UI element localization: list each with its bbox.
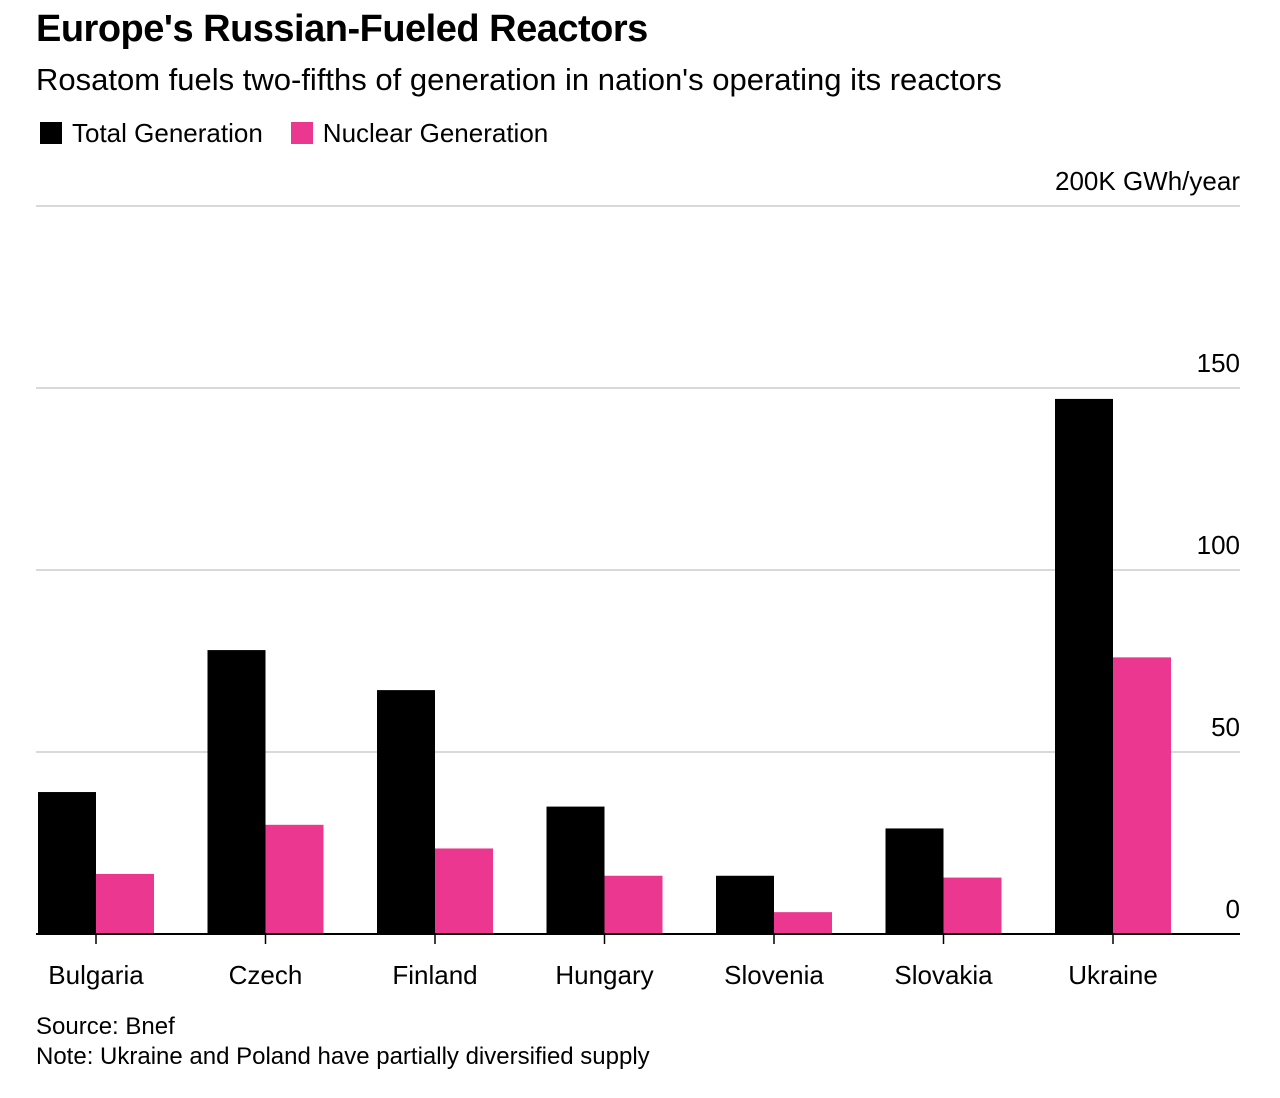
legend-swatch-total [40,122,62,144]
bar-total-bulgaria [38,792,96,934]
chart-footer: Source: Bnef Note: Ukraine and Poland ha… [36,1012,650,1072]
legend-item-nuclear: Nuclear Generation [287,118,548,149]
legend-swatch-nuclear [290,122,313,144]
bar-total-czech [207,650,266,934]
bar-nuclear-finland [435,848,493,934]
x-tick-label-slovenia: Slovenia [724,960,824,990]
x-tick-label-finland: Finland [392,960,477,990]
bar-total-slovenia [716,875,774,934]
footnote: Note: Ukraine and Poland have partially … [36,1043,650,1070]
x-tick-label-slovakia: Slovakia [894,960,993,990]
legend: Total Generation Nuclear Generation [36,116,572,150]
y-tick-label-3: 150 [1197,348,1240,378]
legend-label-total: Total Generation [72,117,263,148]
bars-layer [38,398,1171,934]
bar-total-ukraine [1055,398,1113,934]
bar-nuclear-ukraine [1113,657,1171,934]
bar-total-hungary [546,806,605,934]
x-tick-label-hungary: Hungary [555,960,653,990]
bar-nuclear-slovenia [774,912,832,934]
legend-item-total: Total Generation [36,118,263,149]
y-tick-label-0: 0 [1226,894,1240,924]
y-tick-label-4: 200K GWh/year [1055,166,1240,196]
bar-total-slovakia [885,828,944,934]
y-tick-label-2: 100 [1197,530,1240,560]
x-tick-label-czech: Czech [229,960,303,990]
bar-nuclear-czech [265,824,324,934]
bar-nuclear-bulgaria [96,873,154,934]
source-note: Source: Bnef [36,1013,175,1040]
bar-nuclear-slovakia [943,877,1002,934]
axis-layer: 0 50 100 150 200K GWh/year Bulgaria Czech Finla… [36,166,1240,990]
legend-label-nuclear: Nuclear Generation [322,117,549,148]
bar-nuclear-hungary [604,875,663,934]
y-tick-label-1: 50 [1211,712,1240,742]
x-tick-label-ukraine: Ukraine [1068,960,1158,990]
chart-title: Europe's Russian-Fueled Reactors [36,8,648,50]
bar-total-finland [377,690,435,934]
chart-subtitle: Rosatom fuels two-fifths of generation i… [36,62,1002,97]
x-tick-label-bulgaria: Bulgaria [48,960,144,990]
